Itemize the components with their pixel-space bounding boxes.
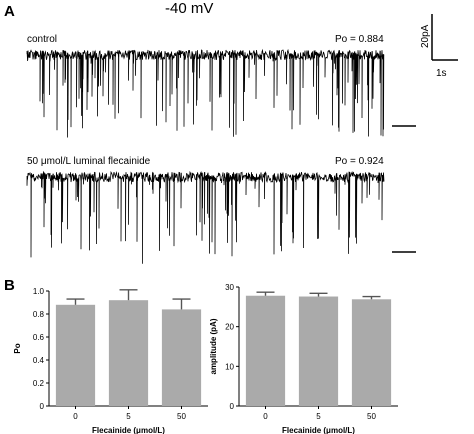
bar-0 — [245, 295, 286, 406]
scale-current-label: 20pA — [420, 24, 431, 48]
y-tick-label: 0.2 — [33, 379, 45, 388]
voltage-label: -40 mV — [165, 0, 213, 17]
y-tick-label: 0 — [230, 402, 235, 411]
bar-5 — [108, 300, 149, 406]
bar-5 — [298, 296, 339, 406]
y-tick-label: 0.8 — [33, 310, 45, 319]
x-tick-label-5: 5 — [316, 412, 321, 421]
trace-control-label: control — [27, 34, 57, 45]
y-tick-label: 0 — [40, 402, 45, 411]
panel-a-letter: A — [4, 3, 15, 20]
po-bar-chart: 0 0.2 0.4 0.6 0.8 1.0 0 5 50 Flecainide (μmol/L) P… — [13, 287, 208, 434]
x-axis-label: Flecainide (μmol/L) — [92, 426, 165, 434]
bar-50 — [161, 309, 202, 406]
y-axis-label: Po — [13, 343, 22, 353]
y-tick-label: 1.0 — [33, 287, 45, 296]
y-axis-label: amplitude (pA) — [209, 318, 218, 374]
x-tick-label-5: 5 — [126, 412, 131, 421]
y-tick-label: 10 — [225, 362, 234, 371]
x-tick-label-50: 50 — [177, 412, 186, 421]
y-tick-label: 0.4 — [33, 356, 45, 365]
amplitude-bar-chart: 0 10 20 30 0 5 50 Flecainide (μmol/L) amplitude … — [209, 283, 398, 434]
x-axis-label: Flecainide (μmol/L) — [282, 426, 355, 434]
x-tick-label-50: 50 — [367, 412, 376, 421]
trace-flecainide-po: Po = 0.924 — [335, 156, 384, 167]
y-tick-label: 0.6 — [33, 333, 45, 342]
y-tick-label: 20 — [225, 323, 234, 332]
scale-time-label: 1s — [436, 68, 447, 79]
trace-control-po: Po = 0.884 — [335, 34, 384, 45]
bar-50 — [351, 299, 392, 406]
trace-flecainide-label: 50 μmol/L luminal flecainide — [27, 156, 151, 167]
y-tick-label: 30 — [225, 283, 234, 292]
panel-b-letter: B — [4, 277, 15, 294]
trace-control — [26, 48, 385, 138]
trace-flecainide — [26, 170, 385, 264]
x-tick-label-0: 0 — [263, 412, 268, 421]
x-tick-label-0: 0 — [73, 412, 78, 421]
scale-bar: 20pA 1s — [420, 14, 458, 79]
bar-0 — [55, 304, 96, 406]
